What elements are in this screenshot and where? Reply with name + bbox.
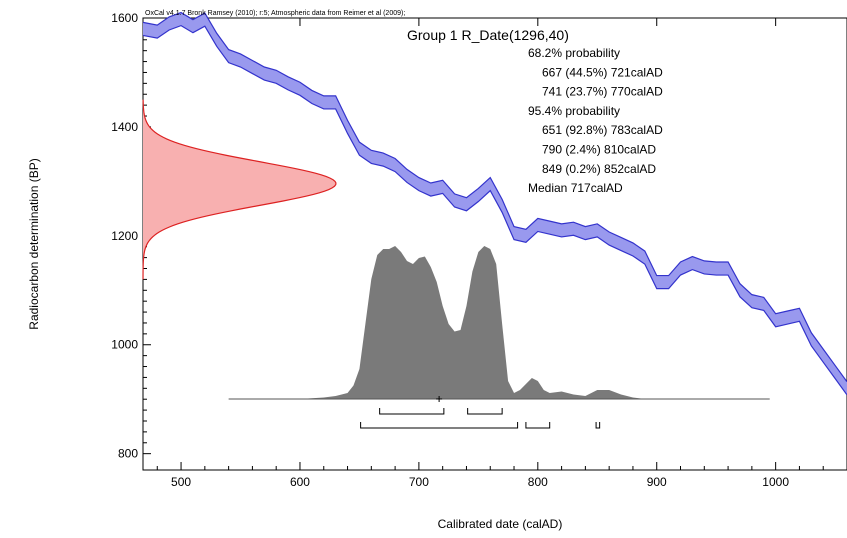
calibrated-distribution — [228, 246, 770, 402]
y-tick-label: 1000 — [111, 338, 138, 352]
tick-labels: 500 600 700 800 900 1000 800 1000 1200 1400 1600 — [111, 11, 789, 489]
y-axis-title: Radiocarbon determination (BP) — [27, 158, 41, 329]
y-tick-label: 1400 — [111, 120, 138, 134]
range-68-bracket — [467, 408, 503, 415]
range-95-bracket — [360, 422, 519, 429]
y-tick-label: 1200 — [111, 229, 138, 243]
stat-line: 95.4% probability — [528, 104, 620, 118]
radiocarbon-fill — [143, 99, 336, 280]
probability-ranges — [360, 408, 601, 429]
x-axis-title: Calibrated date (calAD) — [438, 517, 563, 531]
stats-block: 68.2% probability 667 (44.5%) 721calAD 741… — [528, 46, 663, 195]
radiocarbon-distribution — [142, 99, 337, 280]
stat-line: 790 (2.4%) 810calAD — [542, 143, 656, 157]
x-tick-label: 600 — [290, 475, 310, 489]
calibration-lower-edge — [142, 24, 847, 396]
range-68-bracket — [379, 408, 445, 415]
x-tick-label: 900 — [647, 475, 667, 489]
range-95-bracket — [595, 422, 601, 429]
y-tick-label: 800 — [118, 447, 138, 461]
x-tick-label: 1000 — [762, 475, 789, 489]
axis-ticks — [143, 17, 847, 470]
calibration-curve — [142, 11, 847, 396]
stat-line: 741 (23.7%) 770calAD — [542, 85, 663, 99]
stat-line: 651 (92.8%) 783calAD — [542, 123, 663, 137]
plot-frame — [142, 17, 847, 471]
range-95-bracket — [525, 422, 551, 429]
stat-line: 667 (44.5%) 721calAD — [542, 65, 663, 79]
stat-line: Median 717calAD — [528, 181, 623, 195]
credit-text: OxCal v4.1.7 Bronk Ramsey (2010); r:5; A… — [145, 10, 405, 17]
radiocarbon-outline — [142, 99, 337, 280]
x-tick-label: 700 — [409, 475, 429, 489]
y-tick-label: 1600 — [111, 11, 138, 25]
calibration-upper-edge — [142, 11, 847, 383]
x-tick-label: 500 — [171, 475, 191, 489]
stat-line: 849 (0.2%) 852calAD — [542, 162, 656, 176]
calibrated-fill — [228, 246, 770, 399]
stat-line: 68.2% probability — [528, 46, 620, 60]
chart-title: Group 1 R_Date(1296,40) — [407, 27, 569, 43]
x-tick-label: 800 — [528, 475, 548, 489]
